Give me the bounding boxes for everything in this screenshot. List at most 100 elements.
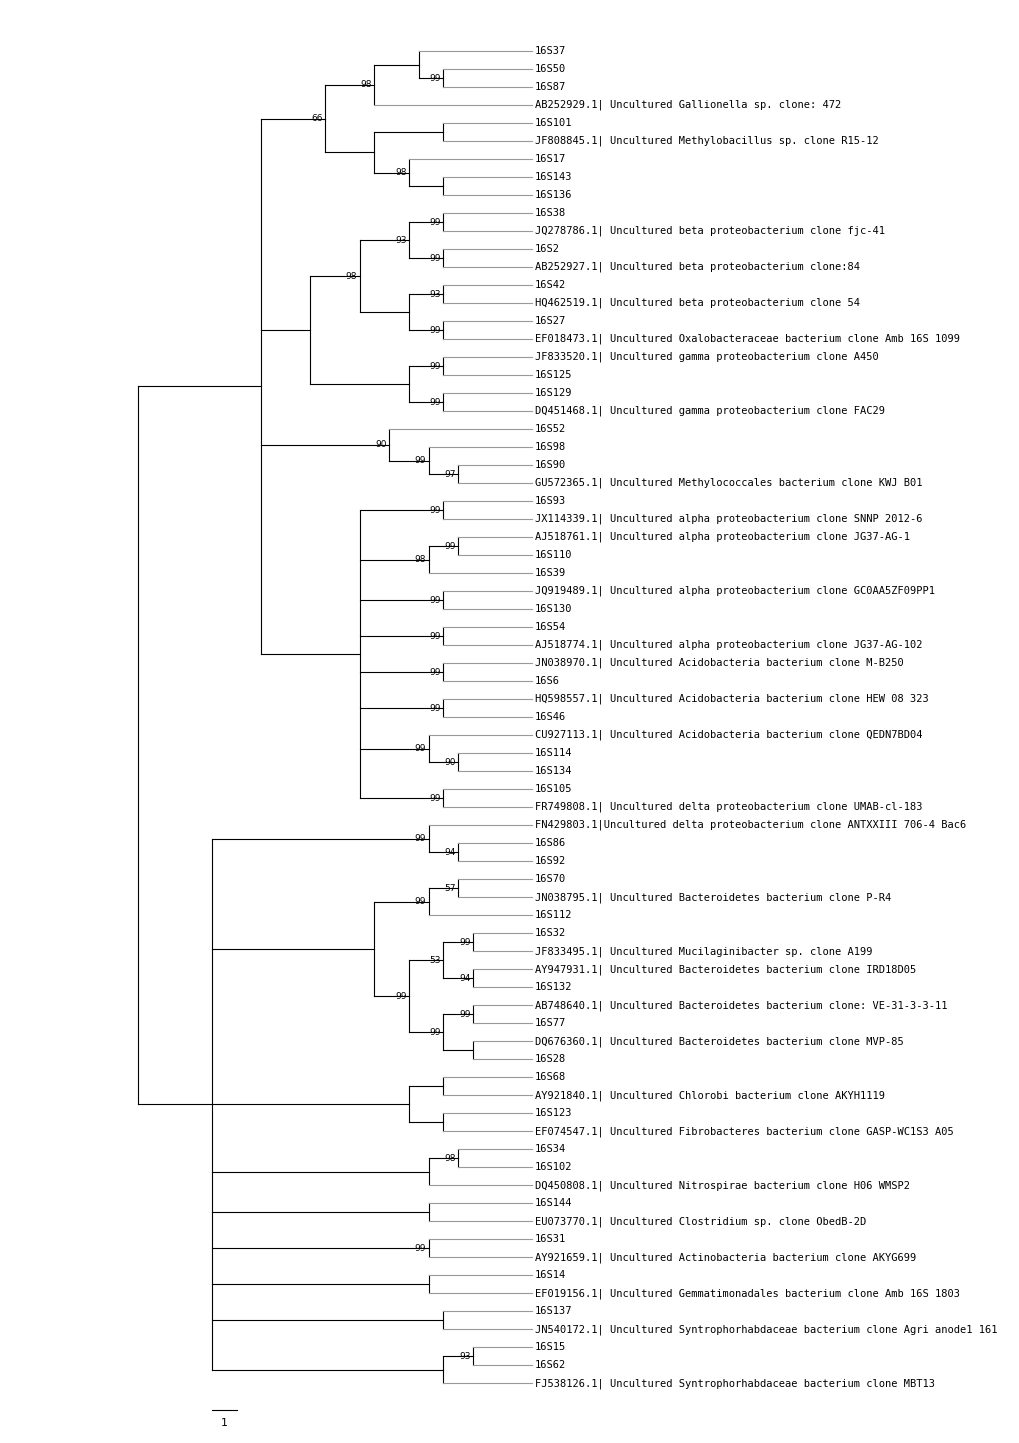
Text: 16S101: 16S101 (534, 118, 572, 128)
Text: 16S15: 16S15 (534, 1342, 566, 1352)
Text: JN038970.1| Uncultured Acidobacteria bacterium clone M-B250: JN038970.1| Uncultured Acidobacteria bac… (534, 658, 903, 668)
Text: 99: 99 (444, 541, 455, 551)
Text: 98: 98 (415, 556, 426, 564)
Text: 16S114: 16S114 (534, 749, 572, 758)
Text: 16S136: 16S136 (534, 190, 572, 201)
Text: 99: 99 (429, 632, 440, 641)
Text: 16S54: 16S54 (534, 622, 566, 632)
Text: HQ598557.1| Uncultured Acidobacteria bacterium clone HEW 08 323: HQ598557.1| Uncultured Acidobacteria bac… (534, 694, 927, 704)
Text: AB252927.1| Uncultured beta proteobacterium clone:84: AB252927.1| Uncultured beta proteobacter… (534, 261, 859, 273)
Text: AJ518774.1| Uncultured alpha proteobacterium clone JG37-AG-102: AJ518774.1| Uncultured alpha proteobacte… (534, 639, 921, 651)
Text: 99: 99 (429, 362, 440, 371)
Text: FR749808.1| Uncultured delta proteobacterium clone UMAB-cl-183: FR749808.1| Uncultured delta proteobacte… (534, 802, 921, 812)
Text: 16S17: 16S17 (534, 154, 566, 165)
Text: 99: 99 (429, 254, 440, 263)
Text: 16S144: 16S144 (534, 1198, 572, 1208)
Text: AB252929.1| Uncultured Gallionella sp. clone: 472: AB252929.1| Uncultured Gallionella sp. c… (534, 100, 840, 110)
Text: 16S134: 16S134 (534, 766, 572, 776)
Text: 97: 97 (444, 469, 455, 479)
Text: 16S143: 16S143 (534, 172, 572, 182)
Text: 16S102: 16S102 (534, 1163, 572, 1172)
Text: JF833495.1| Uncultured Mucilaginibacter sp. clone A199: JF833495.1| Uncultured Mucilaginibacter … (534, 947, 871, 957)
Text: 16S32: 16S32 (534, 928, 566, 938)
Text: 16S129: 16S129 (534, 388, 572, 398)
Text: DQ451468.1| Uncultured gamma proteobacterium clone FAC29: DQ451468.1| Uncultured gamma proteobacte… (534, 405, 883, 417)
Text: 93: 93 (459, 1352, 470, 1361)
Text: EF074547.1| Uncultured Fibrobacteres bacterium clone GASP-WC1S3 A05: EF074547.1| Uncultured Fibrobacteres bac… (534, 1126, 953, 1137)
Text: 16S14: 16S14 (534, 1270, 566, 1280)
Text: 16S31: 16S31 (534, 1234, 566, 1244)
Text: 99: 99 (394, 991, 407, 1001)
Text: 16S27: 16S27 (534, 316, 566, 326)
Text: 16S68: 16S68 (534, 1072, 566, 1082)
Text: DQ450808.1| Uncultured Nitrospirae bacterium clone H06 WMSP2: DQ450808.1| Uncultured Nitrospirae bacte… (534, 1180, 909, 1190)
Text: JF833520.1| Uncultured gamma proteobacterium clone A450: JF833520.1| Uncultured gamma proteobacte… (534, 352, 877, 362)
Text: DQ676360.1| Uncultured Bacteroidetes bacterium clone MVP-85: DQ676360.1| Uncultured Bacteroidetes bac… (534, 1036, 903, 1046)
Text: JN540172.1| Uncultured Syntrophorhabdaceae bacterium clone Agri anode1 161: JN540172.1| Uncultured Syntrophorhabdace… (534, 1325, 996, 1335)
Text: 16S52: 16S52 (534, 424, 566, 434)
Text: 16S70: 16S70 (534, 874, 566, 885)
Text: 99: 99 (459, 1010, 470, 1019)
Text: 66: 66 (311, 114, 322, 123)
Text: 16S42: 16S42 (534, 280, 566, 290)
Text: 16S46: 16S46 (534, 713, 566, 722)
Text: AY947931.1| Uncultured Bacteroidetes bacterium clone IRD18D05: AY947931.1| Uncultured Bacteroidetes bac… (534, 964, 915, 974)
Text: CU927113.1| Uncultured Acidobacteria bacterium clone QEDN7BD04: CU927113.1| Uncultured Acidobacteria bac… (534, 730, 921, 740)
Text: AY921659.1| Uncultured Actinobacteria bacterium clone AKYG699: AY921659.1| Uncultured Actinobacteria ba… (534, 1253, 915, 1263)
Text: JX114339.1| Uncultured alpha proteobacterium clone SNNP 2012-6: JX114339.1| Uncultured alpha proteobacte… (534, 514, 921, 524)
Text: 16S37: 16S37 (534, 46, 566, 56)
Text: 99: 99 (429, 74, 440, 82)
Text: 16S137: 16S137 (534, 1306, 572, 1316)
Text: 98: 98 (345, 271, 357, 280)
Text: 16S62: 16S62 (534, 1361, 566, 1371)
Text: 16S132: 16S132 (534, 983, 572, 993)
Text: 99: 99 (429, 596, 440, 605)
Text: 16S2: 16S2 (534, 244, 559, 254)
Text: 90: 90 (444, 758, 455, 766)
Text: JQ278786.1| Uncultured beta proteobacterium clone fjc-41: JQ278786.1| Uncultured beta proteobacter… (534, 225, 883, 237)
Text: EF018473.1| Uncultured Oxalobacteraceae bacterium clone Amb 16S 1099: EF018473.1| Uncultured Oxalobacteraceae … (534, 333, 959, 345)
Text: 99: 99 (429, 505, 440, 515)
Text: 98: 98 (394, 167, 407, 177)
Text: 16S90: 16S90 (534, 460, 566, 470)
Text: 16S110: 16S110 (534, 550, 572, 560)
Text: GU572365.1| Uncultured Methylococcales bacterium clone KWJ B01: GU572365.1| Uncultured Methylococcales b… (534, 478, 921, 488)
Text: JN038795.1| Uncultured Bacteroidetes bacterium clone P-R4: JN038795.1| Uncultured Bacteroidetes bac… (534, 892, 890, 902)
Text: 99: 99 (415, 456, 426, 465)
Text: 99: 99 (429, 704, 440, 713)
Text: 16S125: 16S125 (534, 369, 572, 380)
Text: 99: 99 (429, 398, 440, 407)
Text: 90: 90 (375, 440, 386, 449)
Text: 99: 99 (459, 938, 470, 947)
Text: 98: 98 (360, 81, 372, 89)
Text: 99: 99 (415, 1244, 426, 1253)
Text: HQ462519.1| Uncultured beta proteobacterium clone 54: HQ462519.1| Uncultured beta proteobacter… (534, 297, 859, 309)
Text: 99: 99 (415, 898, 426, 906)
Text: FJ538126.1| Uncultured Syntrophorhabdaceae bacterium clone MBT13: FJ538126.1| Uncultured Syntrophorhabdace… (534, 1378, 933, 1388)
Text: 16S123: 16S123 (534, 1108, 572, 1118)
Text: 99: 99 (429, 794, 440, 802)
Text: FN429803.1|Uncultured delta proteobacterium clone ANTXXIII 706-4 Bac6: FN429803.1|Uncultured delta proteobacter… (534, 820, 965, 831)
Text: 16S92: 16S92 (534, 856, 566, 866)
Text: 16S86: 16S86 (534, 838, 566, 848)
Text: AJ518761.1| Uncultured alpha proteobacterium clone JG37-AG-1: AJ518761.1| Uncultured alpha proteobacte… (534, 532, 909, 543)
Text: 16S77: 16S77 (534, 1019, 566, 1029)
Text: 93: 93 (394, 235, 407, 244)
Text: EF019156.1| Uncultured Gemmatimonadales bacterium clone Amb 16S 1803: EF019156.1| Uncultured Gemmatimonadales … (534, 1289, 959, 1299)
Text: JF808845.1| Uncultured Methylobacillus sp. clone R15-12: JF808845.1| Uncultured Methylobacillus s… (534, 136, 877, 146)
Text: AB748640.1| Uncultured Bacteroidetes bacterium clone: VE-31-3-3-11: AB748640.1| Uncultured Bacteroidetes bac… (534, 1000, 946, 1010)
Text: 93: 93 (429, 290, 440, 299)
Text: 99: 99 (429, 668, 440, 677)
Text: 99: 99 (415, 745, 426, 753)
Text: 16S87: 16S87 (534, 82, 566, 92)
Text: 99: 99 (429, 326, 440, 335)
Text: 99: 99 (429, 1027, 440, 1038)
Text: 57: 57 (444, 883, 455, 893)
Text: 16S28: 16S28 (534, 1055, 566, 1065)
Text: JQ919489.1| Uncultured alpha proteobacterium clone GC0AA5ZF09PP1: JQ919489.1| Uncultured alpha proteobacte… (534, 586, 933, 596)
Text: AY921840.1| Uncultured Chlorobi bacterium clone AKYH1119: AY921840.1| Uncultured Chlorobi bacteriu… (534, 1089, 883, 1101)
Text: 16S38: 16S38 (534, 208, 566, 218)
Text: 16S98: 16S98 (534, 442, 566, 452)
Text: EU073770.1| Uncultured Clostridium sp. clone ObedB-2D: EU073770.1| Uncultured Clostridium sp. c… (534, 1216, 865, 1227)
Text: 16S34: 16S34 (534, 1144, 566, 1154)
